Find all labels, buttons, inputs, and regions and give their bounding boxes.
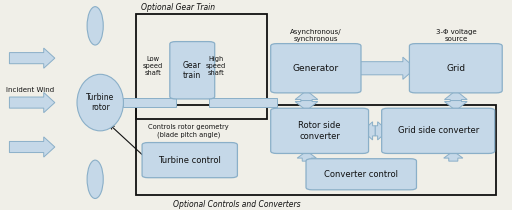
FancyBboxPatch shape (410, 44, 502, 93)
Polygon shape (295, 101, 318, 111)
Text: Converter control: Converter control (324, 170, 398, 179)
FancyBboxPatch shape (271, 108, 369, 154)
Text: Incident Wind: Incident Wind (6, 87, 54, 93)
Bar (209, 98, 277, 107)
Text: Controls rotor geometry
(blade pitch angle): Controls rotor geometry (blade pitch ang… (148, 124, 229, 138)
Text: Turbine
rotor: Turbine rotor (86, 93, 114, 112)
Polygon shape (297, 151, 316, 161)
Text: Optional Controls and Converters: Optional Controls and Converters (173, 200, 300, 209)
Polygon shape (362, 122, 375, 140)
Text: Asynchronous/
synchronous: Asynchronous/ synchronous (290, 29, 342, 42)
Polygon shape (444, 91, 467, 101)
Bar (136, 105, 496, 196)
Polygon shape (295, 91, 318, 101)
Text: Turbine control: Turbine control (158, 156, 221, 165)
Bar (123, 98, 176, 107)
FancyBboxPatch shape (381, 108, 495, 154)
Text: 3-Φ voltage
source: 3-Φ voltage source (436, 29, 476, 42)
Polygon shape (9, 137, 55, 157)
FancyBboxPatch shape (142, 143, 238, 178)
Text: Gear
train: Gear train (183, 60, 202, 80)
Polygon shape (444, 101, 467, 111)
Polygon shape (355, 57, 415, 79)
FancyBboxPatch shape (306, 159, 416, 190)
Polygon shape (375, 122, 388, 140)
FancyBboxPatch shape (170, 42, 215, 99)
Polygon shape (444, 151, 463, 161)
Text: High
speed
shaft: High speed shaft (206, 56, 226, 76)
Text: Grid: Grid (446, 64, 465, 73)
Text: Generator: Generator (292, 64, 338, 73)
Polygon shape (9, 92, 55, 113)
Ellipse shape (87, 7, 103, 45)
FancyBboxPatch shape (271, 44, 361, 93)
Ellipse shape (87, 160, 103, 198)
Text: Rotor side
converter: Rotor side converter (298, 121, 341, 140)
Ellipse shape (77, 74, 123, 131)
Polygon shape (9, 48, 55, 68)
Text: Low
speed
shaft: Low speed shaft (143, 56, 163, 76)
Text: Optional Gear Train: Optional Gear Train (141, 3, 215, 12)
Text: Grid side converter: Grid side converter (397, 126, 479, 135)
Bar (136, 14, 267, 119)
